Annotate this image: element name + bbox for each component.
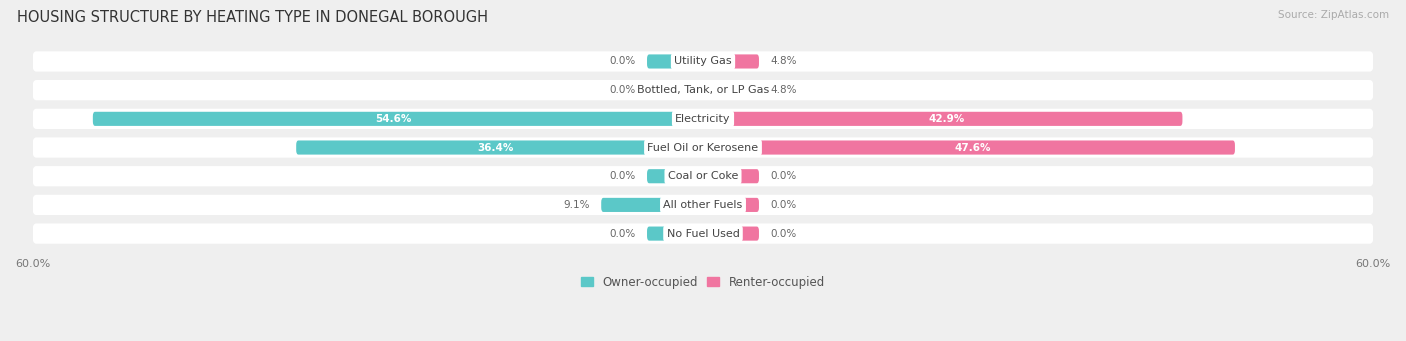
Text: 54.6%: 54.6%: [375, 114, 412, 124]
FancyBboxPatch shape: [703, 83, 759, 97]
Text: Coal or Coke: Coal or Coke: [668, 171, 738, 181]
FancyBboxPatch shape: [647, 83, 703, 97]
FancyBboxPatch shape: [93, 112, 703, 126]
FancyBboxPatch shape: [703, 226, 759, 241]
Text: 42.9%: 42.9%: [929, 114, 965, 124]
FancyBboxPatch shape: [32, 195, 1374, 215]
Text: 0.0%: 0.0%: [610, 171, 636, 181]
Legend: Owner-occupied, Renter-occupied: Owner-occupied, Renter-occupied: [576, 271, 830, 294]
Text: 0.0%: 0.0%: [610, 57, 636, 66]
FancyBboxPatch shape: [647, 226, 703, 241]
FancyBboxPatch shape: [32, 166, 1374, 187]
Text: 4.8%: 4.8%: [770, 85, 797, 95]
Text: All other Fuels: All other Fuels: [664, 200, 742, 210]
FancyBboxPatch shape: [647, 169, 703, 183]
Text: Electricity: Electricity: [675, 114, 731, 124]
Text: Fuel Oil or Kerosene: Fuel Oil or Kerosene: [647, 143, 759, 152]
Text: HOUSING STRUCTURE BY HEATING TYPE IN DONEGAL BOROUGH: HOUSING STRUCTURE BY HEATING TYPE IN DON…: [17, 10, 488, 25]
Text: Source: ZipAtlas.com: Source: ZipAtlas.com: [1278, 10, 1389, 20]
FancyBboxPatch shape: [602, 198, 703, 212]
Text: 4.8%: 4.8%: [770, 57, 797, 66]
Text: 0.0%: 0.0%: [770, 228, 796, 239]
Text: Bottled, Tank, or LP Gas: Bottled, Tank, or LP Gas: [637, 85, 769, 95]
FancyBboxPatch shape: [703, 169, 759, 183]
FancyBboxPatch shape: [297, 140, 703, 154]
FancyBboxPatch shape: [32, 51, 1374, 72]
Text: 0.0%: 0.0%: [770, 200, 796, 210]
FancyBboxPatch shape: [647, 55, 703, 69]
Text: 36.4%: 36.4%: [477, 143, 513, 152]
FancyBboxPatch shape: [703, 112, 1182, 126]
FancyBboxPatch shape: [32, 137, 1374, 158]
Text: 0.0%: 0.0%: [770, 171, 796, 181]
FancyBboxPatch shape: [703, 198, 759, 212]
Text: 0.0%: 0.0%: [610, 85, 636, 95]
FancyBboxPatch shape: [703, 140, 1234, 154]
Text: No Fuel Used: No Fuel Used: [666, 228, 740, 239]
Text: 47.6%: 47.6%: [955, 143, 991, 152]
FancyBboxPatch shape: [32, 223, 1374, 244]
Text: 9.1%: 9.1%: [564, 200, 591, 210]
FancyBboxPatch shape: [703, 55, 759, 69]
Text: 0.0%: 0.0%: [610, 228, 636, 239]
Text: Utility Gas: Utility Gas: [675, 57, 731, 66]
FancyBboxPatch shape: [32, 80, 1374, 100]
FancyBboxPatch shape: [32, 109, 1374, 129]
